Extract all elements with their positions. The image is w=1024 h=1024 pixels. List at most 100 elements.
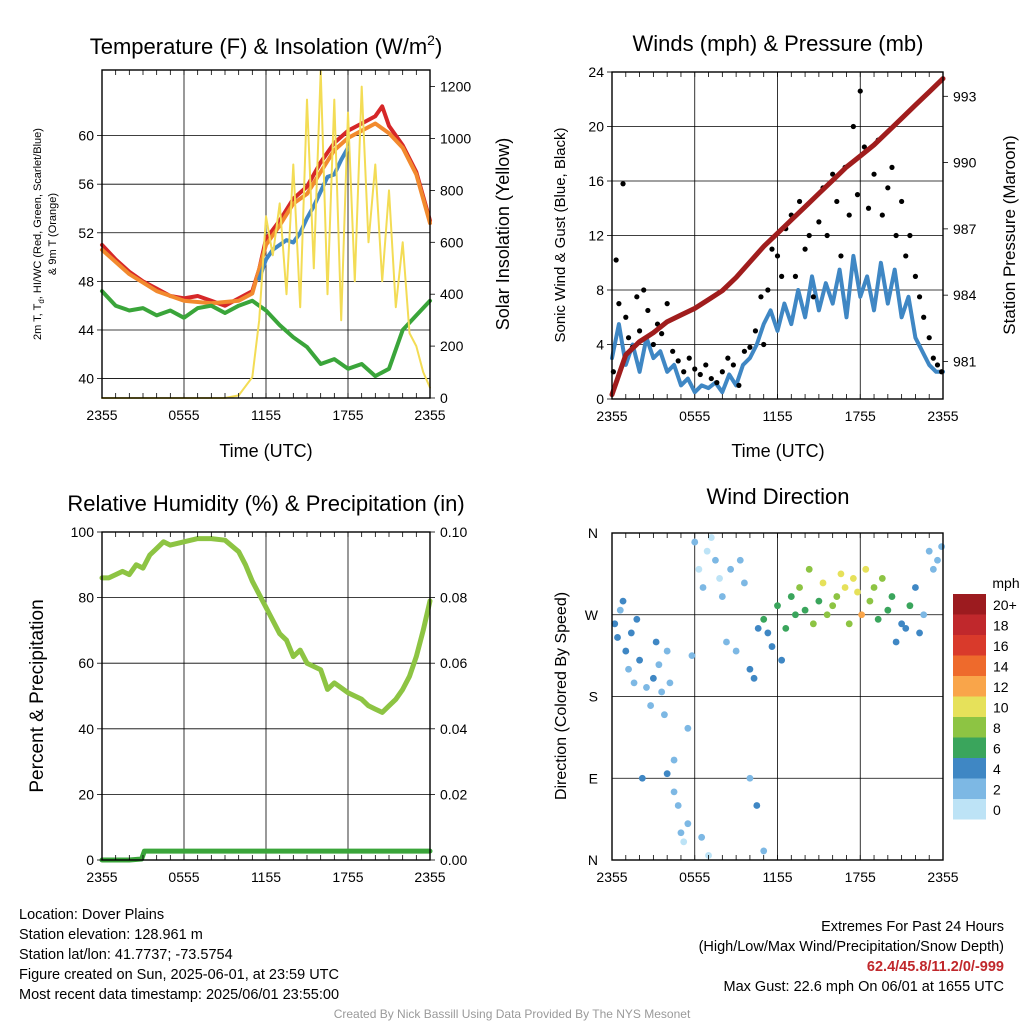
y-tick-label: 12 [588, 228, 604, 244]
direction-point [736, 556, 744, 564]
y-tick-label: 44 [78, 322, 94, 338]
direction-point [622, 647, 630, 655]
gust-point [765, 287, 771, 293]
y-tick-label: 8 [596, 282, 604, 298]
y2-tick-label: 600 [440, 234, 464, 250]
x-tick-label: 1155 [762, 869, 792, 885]
gust-point [636, 328, 643, 334]
gust-point [620, 181, 626, 187]
direction-point [636, 656, 643, 664]
direction-point [680, 838, 688, 846]
legend-swatch [953, 737, 986, 758]
direction-point [829, 602, 837, 610]
gust-point [861, 144, 867, 150]
direction-point [934, 556, 941, 564]
legend-swatch [953, 696, 986, 717]
gust-point [686, 355, 692, 361]
direction-point [792, 611, 799, 619]
direction-point [746, 665, 754, 673]
extremes-heading: Extremes For Past 24 Hours [821, 919, 1004, 935]
station-location: Location: Dover Plains [19, 907, 165, 923]
legend-swatch [953, 799, 986, 820]
direction-point [666, 679, 674, 687]
direction-point [647, 702, 655, 709]
gust-point [921, 314, 927, 320]
y-tick-label: 100 [71, 524, 95, 540]
gust-point [930, 355, 936, 361]
direction-point [616, 606, 624, 614]
direction-title: Wind Direction [706, 484, 849, 509]
direction-point [768, 643, 776, 650]
gust-point [857, 88, 863, 94]
gust-point [625, 335, 632, 341]
humidity-title: Relative Humidity (%) & Precipitation (i… [67, 491, 464, 516]
direction-point [764, 629, 772, 637]
gust-point [879, 212, 885, 218]
max-gust: Max Gust: 22.6 mph On 06/01 at 1655 UTC [723, 979, 1004, 995]
direction-point [707, 534, 715, 541]
x-tick-label: 2355 [927, 408, 958, 424]
temperature-ylabel-line2: & 9m T (Orange) [47, 193, 59, 275]
direction-point [695, 565, 703, 573]
legend-label: 2 [993, 782, 1001, 798]
direction-point [619, 597, 627, 605]
direction-point [870, 584, 878, 591]
humidity-panel: 2355 0555 1155 1755 23550204060801000.000.02… [27, 491, 467, 885]
legend-swatch [953, 614, 986, 635]
y2-tick-label: 0.08 [440, 590, 467, 606]
direction-point [906, 602, 914, 610]
x-tick-label: 0555 [168, 407, 199, 423]
direction-point [888, 593, 896, 600]
direction-point [938, 543, 946, 551]
humidity-grid [101, 531, 431, 861]
gust-point [926, 335, 932, 341]
direction-point [611, 620, 619, 628]
y2-tick-label: 0.00 [440, 852, 467, 868]
x-tick-label: 1755 [845, 869, 876, 885]
direction-point [892, 638, 900, 646]
y-tick-label: W [585, 607, 599, 623]
x-tick-label: 0555 [168, 869, 199, 885]
direction-point [774, 602, 781, 610]
humidity-ticks: 2355 0555 1155 1755 23550204060801000.000.02… [71, 524, 468, 885]
direction-point [849, 575, 857, 582]
direction-point [760, 847, 768, 855]
gust-point [816, 219, 822, 225]
y-tick-label: 80 [78, 590, 94, 606]
gust-point [885, 185, 891, 191]
x-tick-label: 2355 [596, 869, 627, 885]
y2-tick-label: 0.02 [440, 786, 467, 802]
legend-label: 18 [993, 618, 1009, 634]
direction-point [787, 593, 795, 600]
extremes-legend: (High/Low/Max Wind/Precipitation/Snow De… [698, 939, 1004, 955]
y-tick-label: 40 [78, 371, 94, 387]
gust-point [871, 171, 877, 177]
gust-point [725, 355, 731, 361]
gust-point [893, 232, 899, 239]
credit-line: Created By Nick Bassill Using Data Provi… [333, 1007, 691, 1021]
direction-series [611, 534, 946, 859]
legend-label: 4 [993, 761, 1001, 777]
legend-label: 20+ [993, 597, 1017, 613]
series-line-0 [610, 253, 945, 395]
y-tick-label: 56 [78, 176, 94, 192]
y2-tick-label: 0.06 [440, 655, 467, 671]
gust-point [758, 294, 764, 300]
x-tick-label: 1755 [845, 408, 876, 424]
direction-point [614, 634, 621, 641]
y-tick-label: 40 [78, 721, 94, 737]
y-tick-label: 60 [78, 128, 94, 144]
winds-title: Winds (mph) & Pressure (mb) [633, 31, 924, 56]
direction-point [741, 579, 748, 587]
legend-label: 10 [993, 700, 1009, 716]
y-tick-label: E [589, 770, 598, 786]
direction-point [819, 579, 827, 587]
recent-timestamp: Most recent data timestamp: 2025/06/01 2… [19, 987, 340, 1003]
gust-point [838, 253, 844, 259]
y2-tick-label: 1200 [440, 79, 471, 95]
extremes-values: 62.4/45.8/11.2/0/-999 [866, 959, 1004, 975]
y-tick-label: N [588, 525, 598, 541]
y-tick-label: S [589, 689, 598, 705]
